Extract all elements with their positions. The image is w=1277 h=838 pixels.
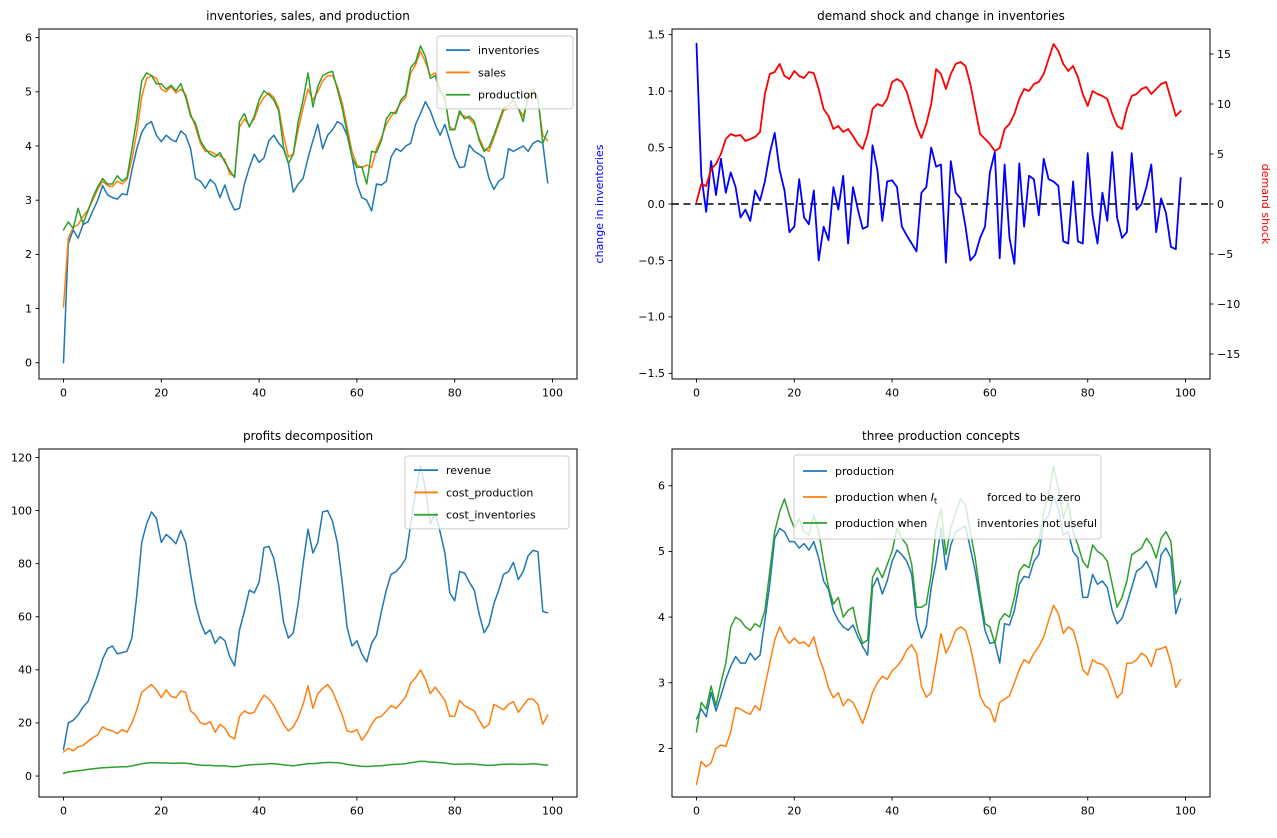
ylabel-right: demand shock <box>1259 164 1272 245</box>
x-tick-label: 40 <box>252 387 266 400</box>
y-tick-label: 4 <box>25 140 32 153</box>
x-tick-label: 0 <box>60 387 67 400</box>
series-production_when_It_forced_to_be_zero <box>695 604 1182 786</box>
x-tick-label: 20 <box>787 805 801 818</box>
x-tick-label: 80 <box>448 387 462 400</box>
legend-label: cost_inventories <box>446 509 536 522</box>
y-tick-label: 4 <box>658 611 665 624</box>
x-tick-label: 40 <box>252 805 266 818</box>
y2-tick-label: 10 <box>1217 98 1231 111</box>
x-tick-label: 80 <box>448 805 462 818</box>
y-tick-label: 80 <box>18 557 32 570</box>
legend-label: production when It forced to be zero <box>835 491 1081 506</box>
subplot-demand-shock-and-change-in-inventories: demand shock and change in inventories 0 2… <box>593 9 1272 400</box>
series-production <box>695 494 1182 720</box>
y-tick-label: 1.0 <box>648 85 666 98</box>
legend-label: production <box>478 89 537 102</box>
y2-tick-label: 15 <box>1217 48 1231 61</box>
legend-label: inventories <box>478 44 540 57</box>
x-tick-label: 20 <box>154 805 168 818</box>
x-tick-label: 0 <box>693 387 700 400</box>
chart-title: three production concepts <box>862 429 1020 443</box>
y-tick-label: −1.0 <box>638 311 665 324</box>
x-tick-label: 80 <box>1081 387 1095 400</box>
legend-label: sales <box>478 66 506 79</box>
axes-spines <box>38 448 578 798</box>
chart-title: inventories, sales, and production <box>206 9 410 23</box>
y-tick-label: 2 <box>25 248 32 261</box>
y-tick-label: 120 <box>11 451 32 464</box>
y-tick-label: 5 <box>25 86 32 99</box>
legend-label: production <box>835 465 894 478</box>
y-tick-label: 3 <box>25 194 32 207</box>
x-tick-label: 100 <box>542 805 563 818</box>
x-tick-label: 100 <box>1175 387 1196 400</box>
y-tick-label: 2 <box>658 742 665 755</box>
y-tick-label: 0.0 <box>648 198 666 211</box>
legend-box <box>436 35 574 110</box>
axes-spines <box>671 448 1211 798</box>
y-tick-label: −1.5 <box>638 367 665 380</box>
x-tick-label: 100 <box>1175 805 1196 818</box>
series-demand_shock <box>695 43 1182 203</box>
axes-spines <box>38 28 578 380</box>
x-tick-label: 60 <box>350 805 364 818</box>
series-cost_production <box>62 669 549 753</box>
subplot-profits-decomposition: profits decomposition 0 20 40 60 80 100 0 20 40 60… <box>11 429 578 818</box>
y-tick-label: 20 <box>18 717 32 730</box>
series-production <box>62 45 549 231</box>
y-tick-label: −0.5 <box>638 254 665 267</box>
y2-tick-label: −10 <box>1217 298 1240 311</box>
y-tick-label: 100 <box>11 504 32 517</box>
y2-tick-label: −5 <box>1217 248 1233 261</box>
y2-tick-label: 0 <box>1217 198 1224 211</box>
subplot-three-production-concepts: three production concepts 0 20 40 60 80 100 2 3 4… <box>658 429 1211 818</box>
y-tick-label: 0.5 <box>648 141 666 154</box>
x-tick-label: 80 <box>1081 805 1095 818</box>
y-tick-label: 6 <box>658 480 665 493</box>
y-tick-label: 1 <box>25 302 32 315</box>
y-tick-label: 0 <box>25 357 32 370</box>
x-tick-label: 40 <box>885 805 899 818</box>
chart-title: profits decomposition <box>243 429 373 443</box>
series-inventories <box>62 100 549 364</box>
x-tick-label: 20 <box>154 387 168 400</box>
y-tick-label: 40 <box>18 664 32 677</box>
y-tick-label: 3 <box>658 677 665 690</box>
x-tick-label: 100 <box>542 387 563 400</box>
series-change_in_inventories <box>695 42 1182 265</box>
series-revenue <box>62 464 549 751</box>
x-tick-label: 60 <box>983 805 997 818</box>
x-tick-label: 20 <box>787 387 801 400</box>
ylabel-left: change in inventories <box>593 144 606 263</box>
y-tick-label: 6 <box>25 31 32 44</box>
y-tick-label: 5 <box>658 545 665 558</box>
legend-box <box>404 455 570 530</box>
x-tick-label: 60 <box>350 387 364 400</box>
legend-label: production when inventories not useful <box>835 517 1097 530</box>
x-tick-label: 0 <box>60 805 67 818</box>
y-tick-label: 60 <box>18 611 32 624</box>
legend-label: cost_production <box>446 486 533 499</box>
y2-tick-label: −15 <box>1217 348 1240 361</box>
x-tick-label: 60 <box>983 387 997 400</box>
series-cost_inventories <box>62 760 549 775</box>
legend-label: revenue <box>446 464 491 477</box>
x-tick-label: 0 <box>693 805 700 818</box>
chart-title: demand shock and change in inventories <box>817 9 1065 23</box>
y-tick-label: 0 <box>25 770 32 783</box>
legend-box <box>793 454 1102 540</box>
y-tick-label: 1.5 <box>648 28 666 41</box>
y2-tick-label: 5 <box>1217 148 1224 161</box>
x-tick-label: 40 <box>885 387 899 400</box>
